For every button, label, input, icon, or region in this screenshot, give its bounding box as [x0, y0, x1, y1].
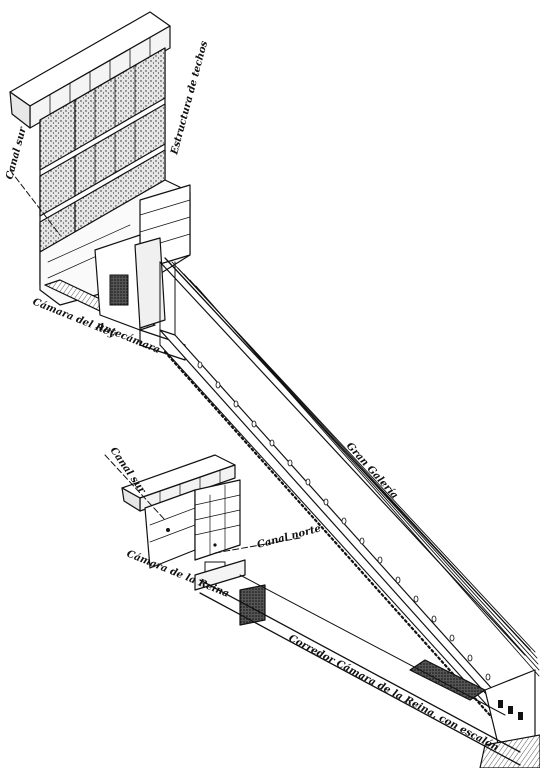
queens-masonry: [149, 484, 241, 556]
queens-corridor: [199, 574, 521, 766]
antechamber-portcullis: [109, 274, 129, 306]
label-gran-galeria: Gran Galería: [344, 441, 400, 502]
queens-roof-side: [121, 487, 141, 512]
queens-corridor-dark: [239, 584, 266, 626]
roof-joints: [49, 36, 151, 118]
grand-gallery: [159, 257, 540, 768]
queens-chamber: [121, 454, 266, 626]
south-shaft-lower: [104, 454, 166, 521]
queens-wall-right: [194, 479, 241, 561]
ascending-passage-stub: [479, 734, 540, 768]
label-estructura-techos: Estructura de techos: [169, 39, 210, 156]
gallery-dark-junction: [409, 659, 486, 701]
relieving-blocks: [39, 47, 166, 253]
roof-side: [9, 91, 31, 129]
south-shaft-upper: [9, 169, 61, 236]
label-canal-sur-upper: Canal sur: [4, 125, 29, 180]
label-canal-norte: Canal norte: [256, 523, 322, 551]
antechamber-passage: [134, 237, 166, 329]
queens-niche: [194, 559, 246, 591]
kings-chamber-tower: [9, 11, 191, 361]
gallery-ramp-holes: [197, 361, 491, 681]
north-shaft: [214, 537, 301, 554]
